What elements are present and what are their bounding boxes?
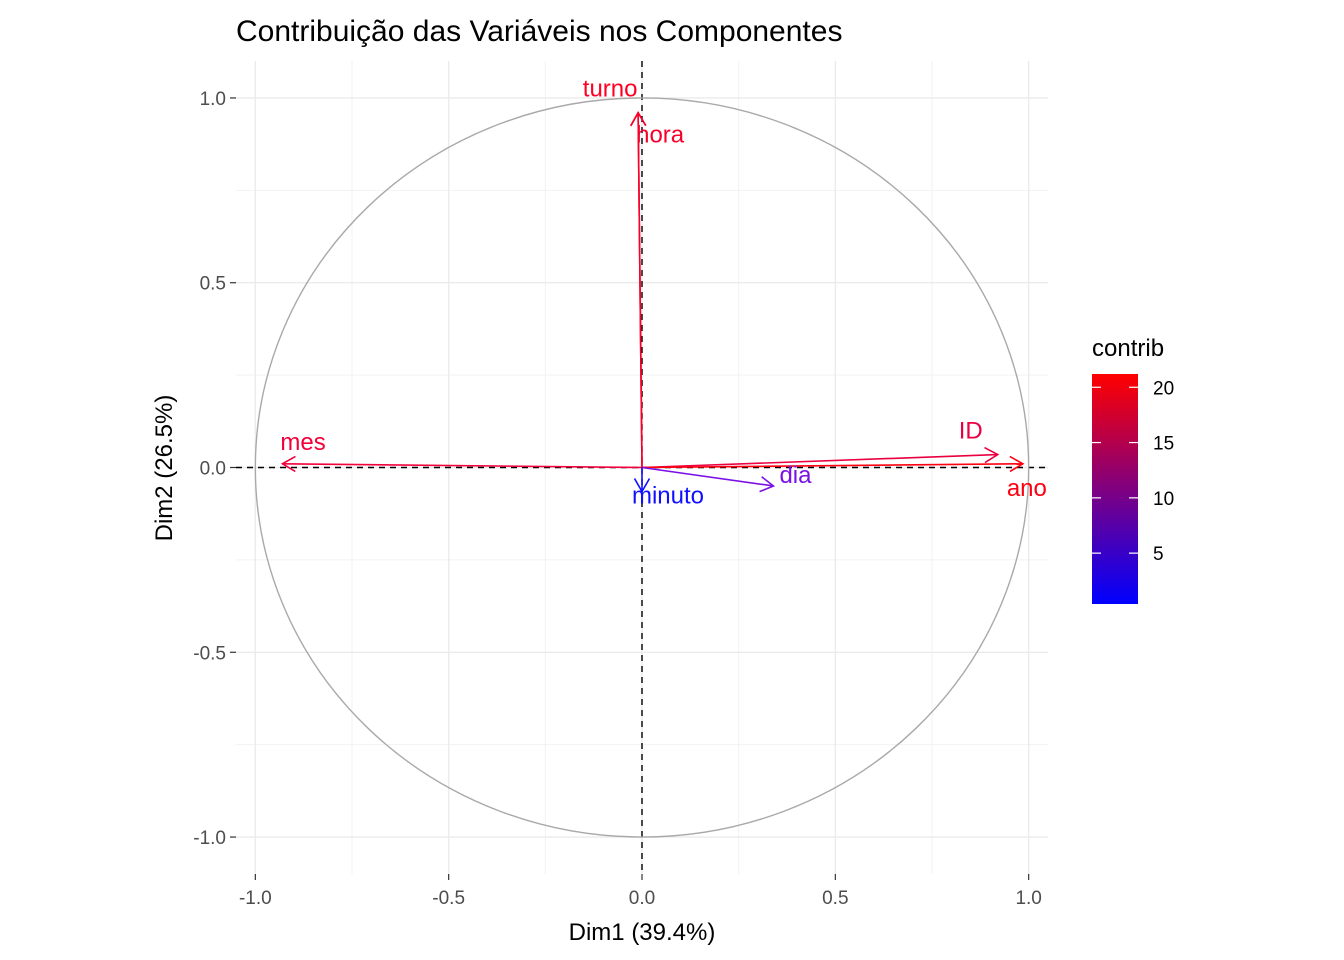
x-tick-label: 1.0 xyxy=(1015,888,1041,909)
arrowhead-id xyxy=(984,446,1000,464)
reference-lines xyxy=(236,61,1048,874)
x-tick-label: -1.0 xyxy=(239,888,272,909)
arrowhead-hora xyxy=(630,111,647,127)
variable-labels: turno hora mes ID ano dia minuto xyxy=(280,76,1046,510)
unit-circle xyxy=(254,97,1030,838)
legend-tick-label: 5 xyxy=(1153,544,1164,565)
label-hora: hora xyxy=(636,122,685,149)
chart-title: Contribuição das Variáveis nos Component… xyxy=(236,15,842,48)
legend-tick-label: 10 xyxy=(1153,489,1174,510)
x-tick-label: 0.5 xyxy=(822,888,848,909)
y-axis-title: Dim2 (26.5%) xyxy=(151,395,178,542)
x-tick-label: -0.5 xyxy=(432,888,465,909)
label-minuto: minuto xyxy=(632,483,704,510)
unit-circle-layer xyxy=(254,97,1030,838)
legend-title: contrib xyxy=(1092,335,1164,362)
contrib-legend: contrib 5 10 15 20 xyxy=(1092,335,1174,604)
vector-ano xyxy=(641,463,1023,469)
vector-id xyxy=(641,453,998,469)
vector-mes xyxy=(282,463,643,469)
arrowhead-mes xyxy=(280,455,296,473)
label-dia: dia xyxy=(779,462,812,489)
label-turno: turno xyxy=(583,76,638,103)
y-tick-label: 0.0 xyxy=(200,459,226,480)
arrowhead-minuto xyxy=(633,478,651,494)
label-id: ID xyxy=(959,418,983,445)
y-tick-label: 1.0 xyxy=(200,89,226,110)
legend-tick-label: 15 xyxy=(1153,434,1174,455)
legend-tick-label: 20 xyxy=(1153,378,1174,399)
legend-ticks: 5 10 15 20 xyxy=(1092,378,1174,565)
arrowhead-ano xyxy=(1009,455,1025,473)
arrowhead-dia xyxy=(759,476,776,493)
label-mes: mes xyxy=(280,429,325,456)
y-tick-label: -0.5 xyxy=(193,643,226,664)
vector-dia xyxy=(641,466,774,487)
x-axis-ticks: -1.0 -0.5 0.0 0.5 1.0 xyxy=(239,874,1042,909)
x-axis-title: Dim1 (39.4%) xyxy=(569,919,716,946)
y-axis-ticks: -1.0 -0.5 0.0 0.5 1.0 xyxy=(193,89,236,849)
legend-colorbar xyxy=(1092,374,1138,604)
variable-vectors xyxy=(280,111,1025,494)
y-tick-label: -1.0 xyxy=(193,828,226,849)
y-tick-label: 0.5 xyxy=(200,274,226,295)
label-ano: ano xyxy=(1007,475,1047,502)
vector-hora xyxy=(637,112,643,468)
x-tick-label: 0.0 xyxy=(629,888,655,909)
